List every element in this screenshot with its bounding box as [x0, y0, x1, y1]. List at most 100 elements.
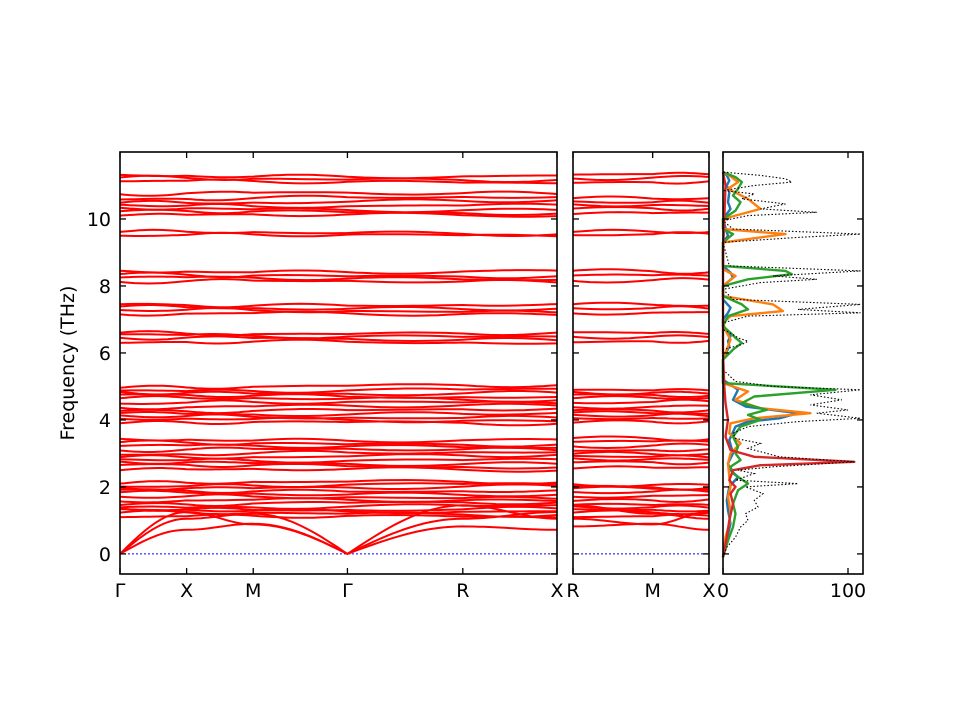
band-line [572, 498, 710, 503]
y-axis-title: Frequency (THz) [57, 286, 79, 441]
x-tick-label: M [245, 580, 261, 602]
y-tick-label: 6 [99, 343, 111, 365]
dos-x-labels: 0 100 [717, 580, 866, 602]
band-line [120, 449, 557, 457]
band-line [572, 509, 710, 516]
band-line [119, 500, 558, 507]
x-tick-label: R [456, 580, 469, 602]
band-line [572, 457, 710, 462]
band-line [119, 304, 558, 312]
band-line [119, 509, 558, 518]
band-line [572, 442, 710, 449]
band-line [119, 173, 557, 180]
band-line [572, 465, 710, 470]
band-line [573, 331, 710, 335]
band-line [119, 269, 558, 275]
band-line [119, 395, 558, 403]
band-line [119, 488, 558, 494]
x-tick-label: 100 [830, 580, 866, 602]
band-line [119, 457, 558, 464]
band-line [572, 199, 710, 204]
x-tick-label: Γ [342, 580, 353, 602]
band-line [120, 387, 557, 394]
band-line [119, 505, 558, 512]
band-line [119, 190, 558, 197]
band-line [119, 402, 558, 411]
band-line [572, 395, 710, 400]
acoustic-band-line [119, 504, 558, 555]
band-line [572, 195, 710, 201]
y-tick-label: 10 [87, 209, 111, 231]
band-main-frame [119, 151, 558, 575]
band-line [572, 301, 710, 307]
band-line [572, 311, 709, 316]
band-line [119, 453, 558, 460]
band-line [572, 211, 709, 215]
band-line [572, 502, 710, 506]
band-line [572, 277, 710, 284]
band-line [119, 271, 558, 280]
band-line [119, 439, 558, 448]
band-line [119, 411, 558, 417]
band-line [119, 383, 558, 390]
band-line [119, 443, 557, 449]
x-tick-label: R [566, 580, 579, 602]
band-line [572, 483, 710, 488]
band-line [572, 175, 710, 182]
band-line [572, 228, 710, 234]
band-line [572, 450, 710, 457]
x-tick-label: 0 [717, 580, 729, 602]
y-tick-label: 4 [99, 410, 111, 432]
band-line [119, 413, 558, 420]
dos-panel: 0 100 [717, 151, 866, 602]
acoustic-band-line [573, 522, 710, 531]
band-side-plot-area [572, 171, 710, 555]
band-line [119, 399, 558, 405]
y-tick-label: 0 [99, 544, 111, 566]
band-line [119, 407, 558, 415]
band-line [119, 275, 558, 282]
x-tick-label: X [702, 580, 715, 602]
band-line [572, 416, 710, 421]
band-line [119, 302, 558, 309]
x-tick-label: Γ [115, 580, 126, 602]
band-line [572, 171, 710, 176]
band-line [119, 338, 558, 345]
band-main-plot-area [119, 173, 558, 555]
band-line [119, 462, 558, 470]
band-line [119, 489, 558, 498]
band-line [119, 307, 558, 314]
band-line [572, 419, 710, 425]
band-line [572, 410, 709, 415]
y-tick-label: 8 [99, 276, 111, 298]
band-line [573, 448, 710, 453]
acoustic-band-line [572, 504, 709, 520]
band-line [572, 398, 710, 405]
band-line [572, 334, 710, 340]
band-line [572, 180, 710, 185]
band-line [573, 339, 710, 344]
band-line [119, 479, 558, 486]
band-line [119, 446, 558, 453]
dos-frame [722, 151, 864, 575]
x-tick-label: X [550, 580, 563, 602]
band-side-frame [572, 151, 710, 575]
band-side-ticks [572, 152, 710, 574]
band-line [119, 178, 558, 185]
band-line [120, 333, 558, 340]
x-tick-label: M [644, 580, 660, 602]
band-line [572, 203, 709, 208]
band-line [572, 206, 710, 212]
band-main-ticks [119, 152, 558, 574]
band-line [572, 494, 709, 499]
band-line [119, 228, 558, 237]
acoustic-band-line [119, 522, 557, 555]
band-line [119, 330, 558, 337]
band-line [119, 211, 558, 218]
